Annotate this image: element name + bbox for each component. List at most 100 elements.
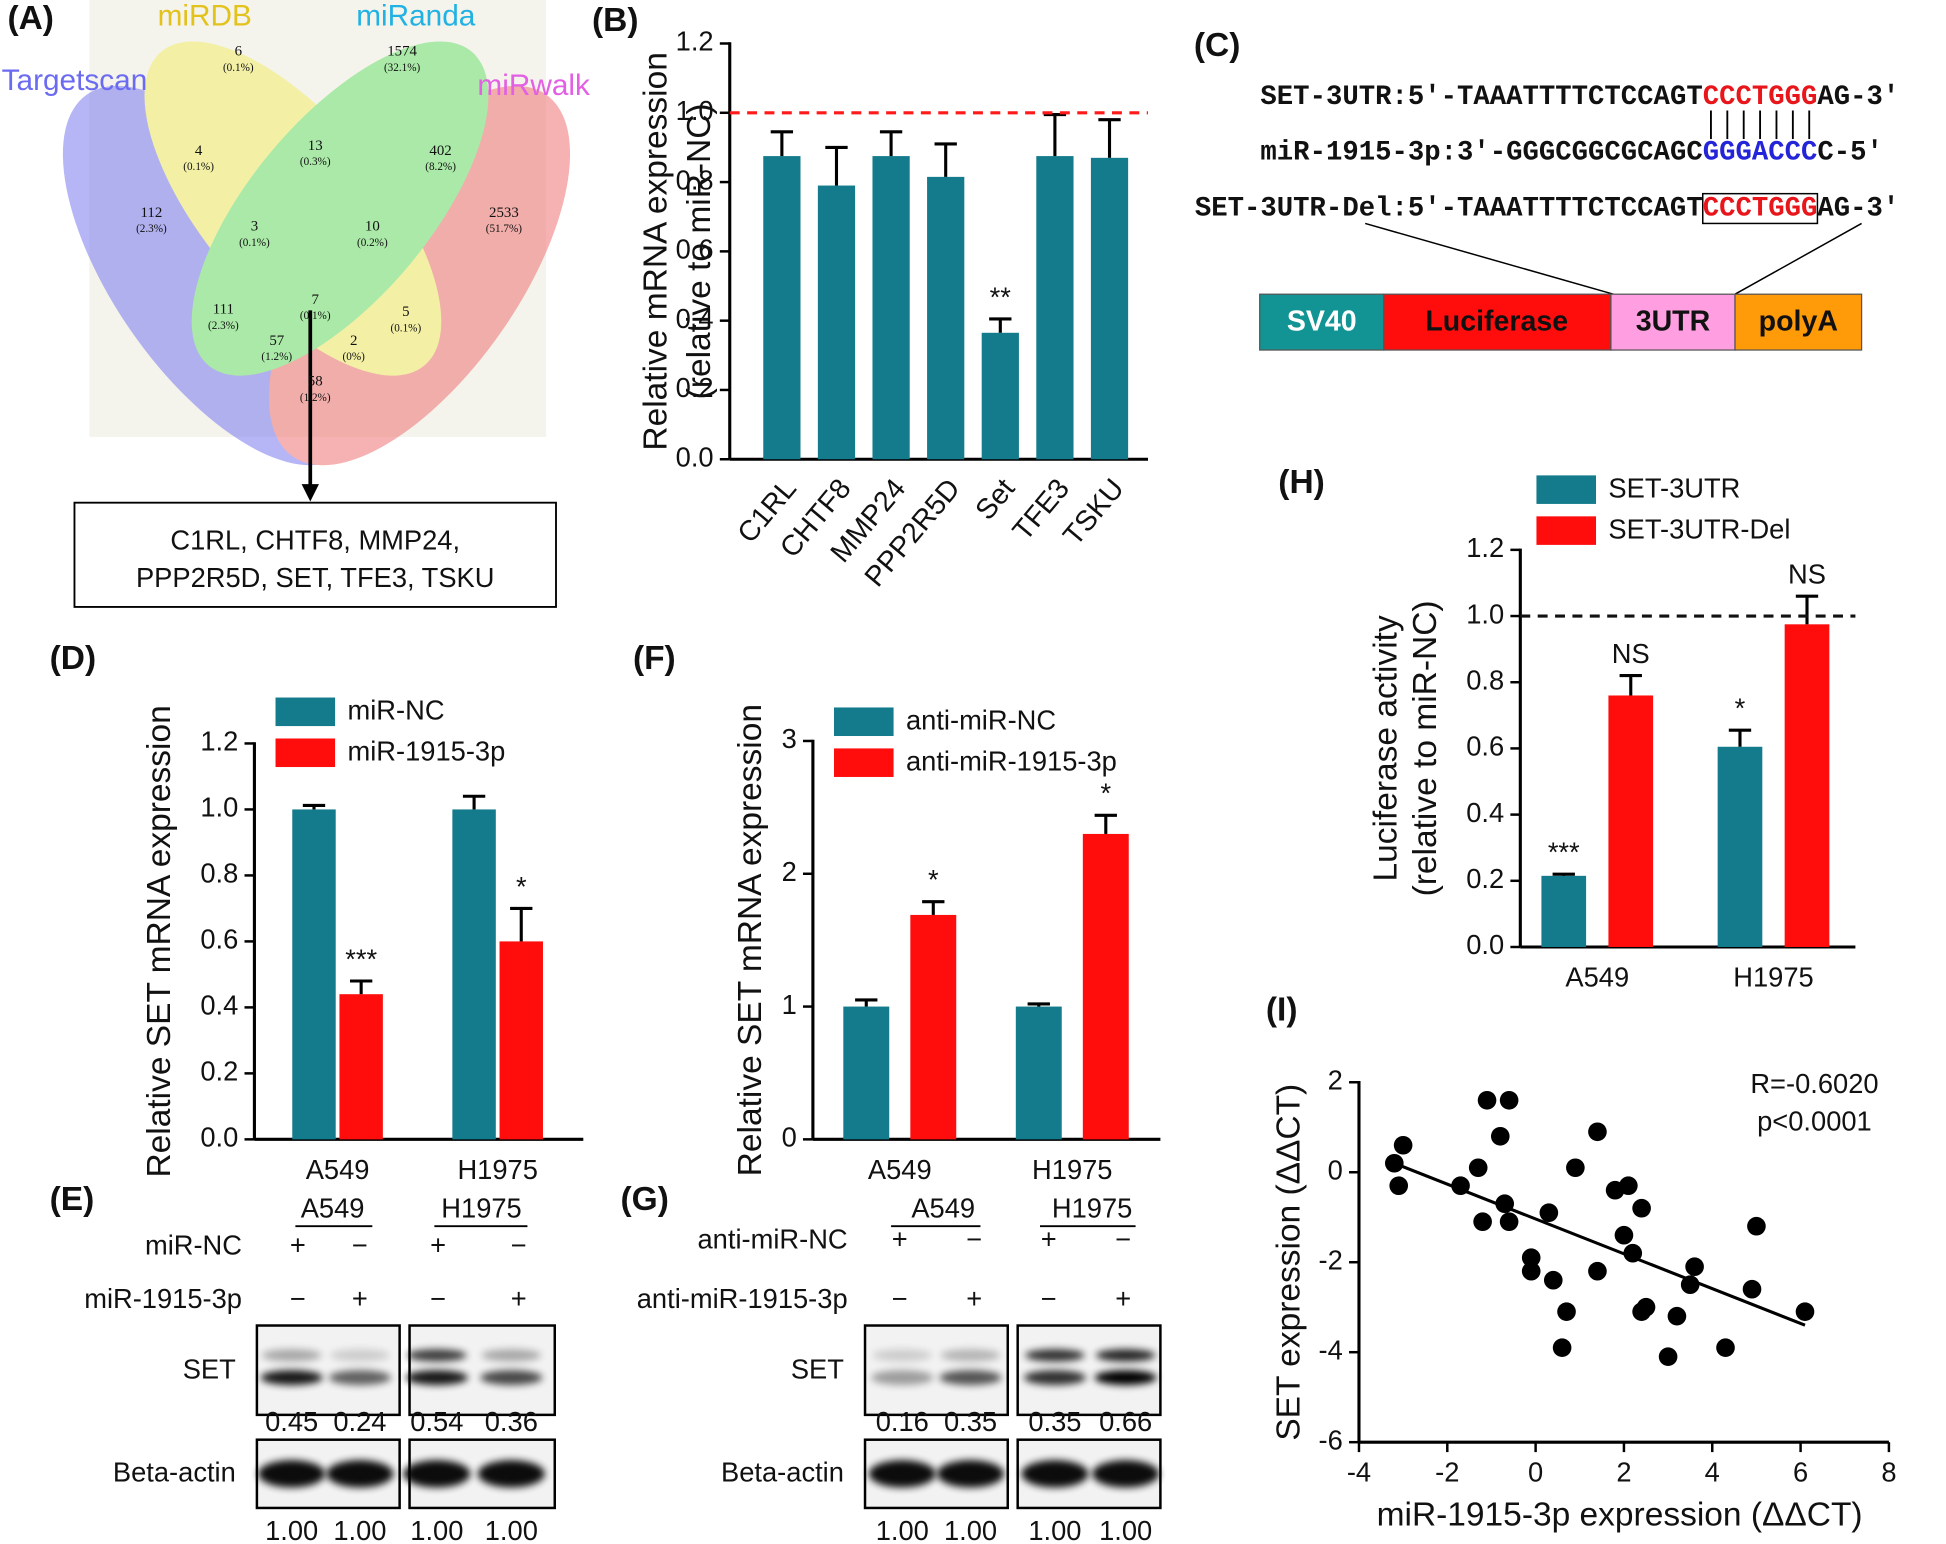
treatment-sign: − — [511, 1230, 527, 1261]
venn-count: 4 — [195, 143, 203, 159]
y-tick-label: 0.2 — [676, 372, 714, 403]
treatment-sign: − — [1115, 1223, 1131, 1254]
y-axis-label: Relative mRNA expression — [638, 52, 675, 450]
venn-percent: (8.2%) — [425, 161, 456, 173]
venn-count: 57 — [269, 333, 284, 349]
y-axis-label: SET expression (ΔΔCT) — [1271, 1084, 1308, 1441]
y-tick-label: 0.8 — [200, 858, 238, 889]
target-text: PPP2R5D, SET, TFE3, TSKU — [136, 562, 495, 593]
significance-label: ** — [990, 281, 1012, 312]
band — [1023, 1370, 1086, 1386]
y-tick-label: 1.2 — [676, 26, 714, 57]
treatment-sign: + — [352, 1283, 368, 1314]
arrow-head — [301, 484, 319, 502]
band-quantification: 0.45 — [265, 1406, 318, 1437]
x-axis-label: miR-1915-3p expression (ΔΔCT) — [1377, 1496, 1863, 1533]
bar — [1090, 157, 1129, 460]
venn-count: 111 — [213, 302, 234, 318]
band-quantification: 0.54 — [410, 1406, 463, 1437]
x-tick-label: -2 — [1435, 1457, 1459, 1488]
legend-swatch — [1536, 475, 1597, 504]
construct-box — [1259, 293, 1385, 351]
y-tick-label: 0 — [1328, 1154, 1343, 1185]
row-label: miR-1915-3p — [84, 1283, 242, 1314]
venn-percent: (1.2%) — [300, 392, 331, 404]
venn-percent: (1.2%) — [261, 351, 292, 363]
treatment-sign: − — [352, 1230, 368, 1261]
point — [1614, 1225, 1634, 1245]
point — [1499, 1212, 1519, 1232]
x-tick-label: 4 — [1705, 1457, 1720, 1488]
treatment-sign: + — [1115, 1283, 1131, 1314]
band — [1092, 1460, 1160, 1488]
point — [1588, 1261, 1607, 1281]
bar — [1036, 156, 1074, 460]
construct-label: Luciferase — [1425, 305, 1568, 337]
blot-frame — [408, 1324, 556, 1417]
point — [1619, 1176, 1638, 1196]
legend-swatch — [1536, 516, 1597, 545]
venn-set-name: miRwalk — [477, 69, 590, 102]
point — [1680, 1275, 1700, 1295]
group-label: H1975 — [441, 1192, 521, 1223]
band — [328, 1370, 391, 1386]
venn-percent: (0.1%) — [223, 62, 254, 74]
band-quantification: 1.00 — [1028, 1515, 1081, 1544]
band-quantification: 1.00 — [410, 1515, 463, 1544]
band — [481, 1349, 542, 1362]
bar — [1717, 746, 1763, 947]
x-tick-label: A549 — [306, 1154, 370, 1185]
venn-count: 1574 — [387, 44, 417, 60]
venn-percent: (0%) — [343, 351, 366, 363]
band — [330, 1349, 390, 1362]
treatment-sign: + — [511, 1283, 527, 1314]
construct-box — [1734, 293, 1863, 351]
sequence-prefix: SET-3UTR-Del:5′-TAAATTTTCTCCAGT — [1195, 194, 1703, 225]
x-tick-label: 0 — [1528, 1457, 1543, 1488]
y-axis-label: Luciferase activity — [1367, 615, 1404, 881]
y-tick-label: 0 — [782, 1122, 797, 1153]
venn-count: 7 — [312, 292, 320, 308]
point — [1477, 1090, 1497, 1110]
venn-percent: (2.3%) — [208, 320, 239, 332]
band-label: SET — [183, 1354, 236, 1385]
x-tick-label: -4 — [1347, 1457, 1371, 1488]
venn-set-name: Targetscan — [2, 64, 148, 97]
legend-swatch — [275, 738, 336, 768]
sequence-line: SET-3UTR-Del:5′-TAAATTTTCTCCAGTCCCTGGGAG… — [1195, 194, 1899, 225]
y-tick-label: 2 — [1328, 1064, 1343, 1095]
band-quantification: 0.16 — [876, 1406, 929, 1437]
panel-label: (D) — [50, 640, 97, 677]
construct-label: 3UTR — [1636, 305, 1711, 337]
bar — [1608, 695, 1654, 947]
band — [405, 1370, 468, 1386]
legend-label: anti-miR-NC — [906, 705, 1056, 736]
bar — [981, 332, 1019, 460]
bar — [910, 914, 957, 1140]
y-tick-label: -6 — [1319, 1424, 1343, 1455]
panel-label: (I) — [1266, 991, 1298, 1028]
treatment-sign: + — [430, 1230, 446, 1261]
construct-label: SV40 — [1287, 305, 1357, 337]
y-tick-label: 1.0 — [676, 95, 714, 126]
bar — [927, 176, 965, 460]
point — [1747, 1216, 1766, 1236]
legend-swatch — [834, 707, 894, 737]
treatment-sign: + — [1041, 1223, 1057, 1254]
band-quantification: 1.00 — [485, 1515, 538, 1544]
bar — [339, 994, 383, 1140]
y-tick-label: 3 — [782, 723, 797, 754]
y-tick-label: 0.6 — [200, 924, 238, 955]
group-label: A549 — [301, 1192, 365, 1223]
panel-label: (C) — [1194, 27, 1241, 64]
band-quantification: 1.00 — [333, 1515, 386, 1544]
point — [1393, 1135, 1413, 1155]
binding-site: CCCTGGG — [1703, 194, 1818, 225]
target-text: C1RL, CHTF8, MMP24, — [170, 525, 460, 556]
y-tick-label: 0.0 — [676, 441, 714, 472]
y-tick-label: 0.6 — [676, 234, 714, 265]
x-tick-label: 8 — [1881, 1457, 1896, 1488]
y-tick-label: 1.2 — [1466, 532, 1504, 563]
